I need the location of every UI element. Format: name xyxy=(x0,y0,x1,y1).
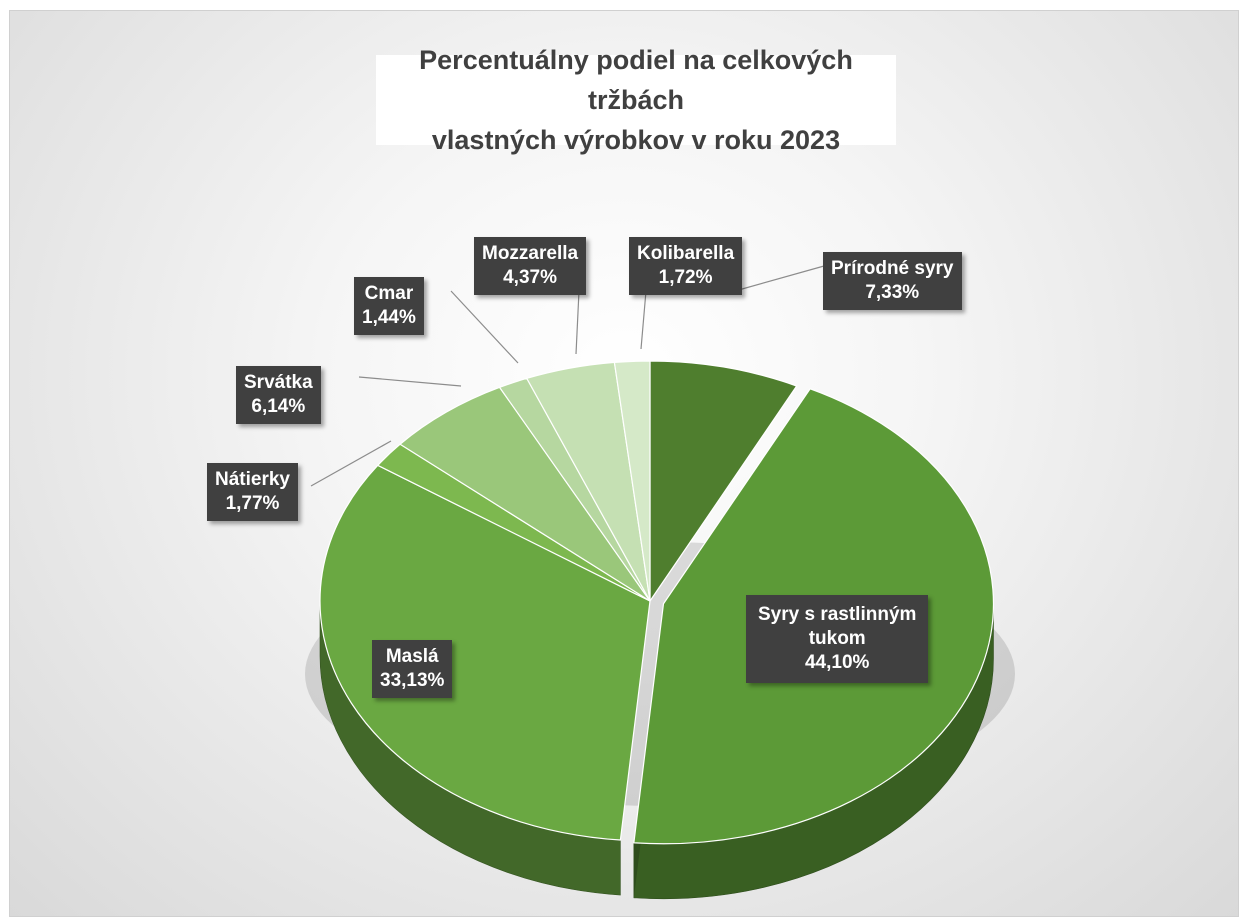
chart-title-line-2: vlastných výrobkov v roku 2023 xyxy=(431,125,841,155)
leader-line-3 xyxy=(310,440,392,487)
pie-slice-0 xyxy=(649,360,798,603)
pie-slice-7 xyxy=(613,360,651,602)
leader-line-5 xyxy=(450,290,519,364)
pie-slice-4 xyxy=(399,386,651,602)
leader-line-6 xyxy=(575,290,580,355)
leader-lines xyxy=(310,265,825,487)
data-label-syry-s-rastlinnym-tukom: Syry s rastlinným tukom 44,10% xyxy=(746,595,929,683)
chart-title-line-1: Percentuálny podiel na celkových tržbách xyxy=(419,45,853,115)
data-label-prirodne-syry: Prírodné syry 7,33% xyxy=(823,252,962,310)
data-label-masla: Maslá 33,13% xyxy=(372,640,453,698)
leader-line-7 xyxy=(640,290,647,350)
data-label-natierky: Nátierky 1,77% xyxy=(207,463,298,521)
chart-area: Percentuálny podiel na celkových tržbách… xyxy=(9,10,1239,917)
leader-line-4 xyxy=(358,376,462,387)
pie-chart xyxy=(305,265,1015,900)
chart-title: Percentuálny podiel na celkových tržbách… xyxy=(376,45,896,155)
leader-line-0 xyxy=(734,265,825,292)
data-label-mozzarella: Mozzarella 4,37% xyxy=(474,237,587,295)
pie-slice-2 xyxy=(319,464,651,841)
data-label-srvatka: Srvátka 6,14% xyxy=(236,366,321,424)
data-label-kolibarella: Kolibarella 1,72% xyxy=(629,237,743,295)
data-label-cmar: Cmar 1,44% xyxy=(354,277,424,335)
